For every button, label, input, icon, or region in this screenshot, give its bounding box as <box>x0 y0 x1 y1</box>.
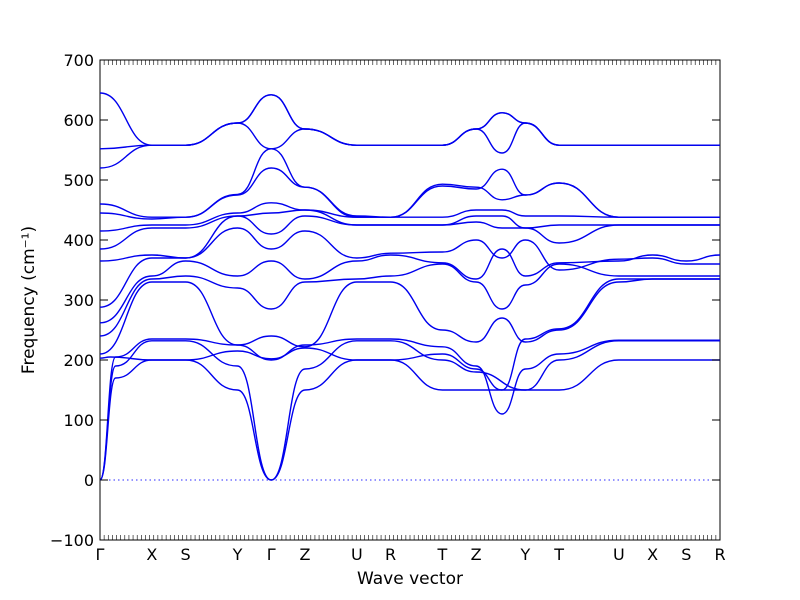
x-tick-label: X <box>647 545 658 564</box>
band-15 <box>99 94 720 150</box>
x-tick-label: X <box>146 545 157 564</box>
phonon-bands <box>99 92 721 481</box>
y-tick-label: 300 <box>63 291 94 310</box>
plot-frame <box>99 59 721 541</box>
x-tick-label: Z <box>299 545 310 564</box>
x-tick-label: Y <box>520 545 531 564</box>
band-4 <box>99 278 720 391</box>
y-tick-label: 200 <box>63 351 94 370</box>
band-9 <box>99 215 720 262</box>
x-tick-label: R <box>385 545 396 564</box>
band-16 <box>99 92 720 146</box>
x-tick-label: Y <box>232 545 243 564</box>
y-tick-label: 700 <box>63 51 94 70</box>
x-axis-label: Wave vector <box>357 569 463 589</box>
y-tick-label: 500 <box>63 171 94 190</box>
x-tick-label: R <box>714 545 725 564</box>
y-axis: −100 0 100 200 300 400 500 600 700 <box>50 51 720 550</box>
band-10 <box>99 209 720 250</box>
y-tick-label: 0 <box>84 471 94 490</box>
x-tick-label: Γ <box>96 545 105 564</box>
x-tick-label: T <box>437 545 448 564</box>
band-2 <box>99 340 720 481</box>
band-5 <box>99 278 720 355</box>
x-tick-label: U <box>351 545 363 564</box>
y-tick-label: −100 <box>50 531 94 550</box>
y-tick-label: 400 <box>63 231 94 250</box>
band-7 <box>99 248 721 324</box>
x-tick-label: S <box>181 545 191 564</box>
band-8 <box>99 227 720 308</box>
band-13 <box>99 148 720 218</box>
y-tick-label: 100 <box>63 411 94 430</box>
y-tick-label: 600 <box>63 111 94 130</box>
x-tick-label: Γ <box>267 545 276 564</box>
band-6 <box>99 263 720 337</box>
x-tick-label: T <box>553 545 564 564</box>
x-tick-label: U <box>613 545 625 564</box>
x-tick-label: S <box>681 545 691 564</box>
band-1 <box>99 359 720 481</box>
y-axis-label: Frequency (cm⁻¹) <box>19 226 39 374</box>
band-12 <box>99 167 720 220</box>
x-tick-label: Z <box>471 545 482 564</box>
band-3 <box>99 338 720 481</box>
plot-area <box>99 59 721 541</box>
